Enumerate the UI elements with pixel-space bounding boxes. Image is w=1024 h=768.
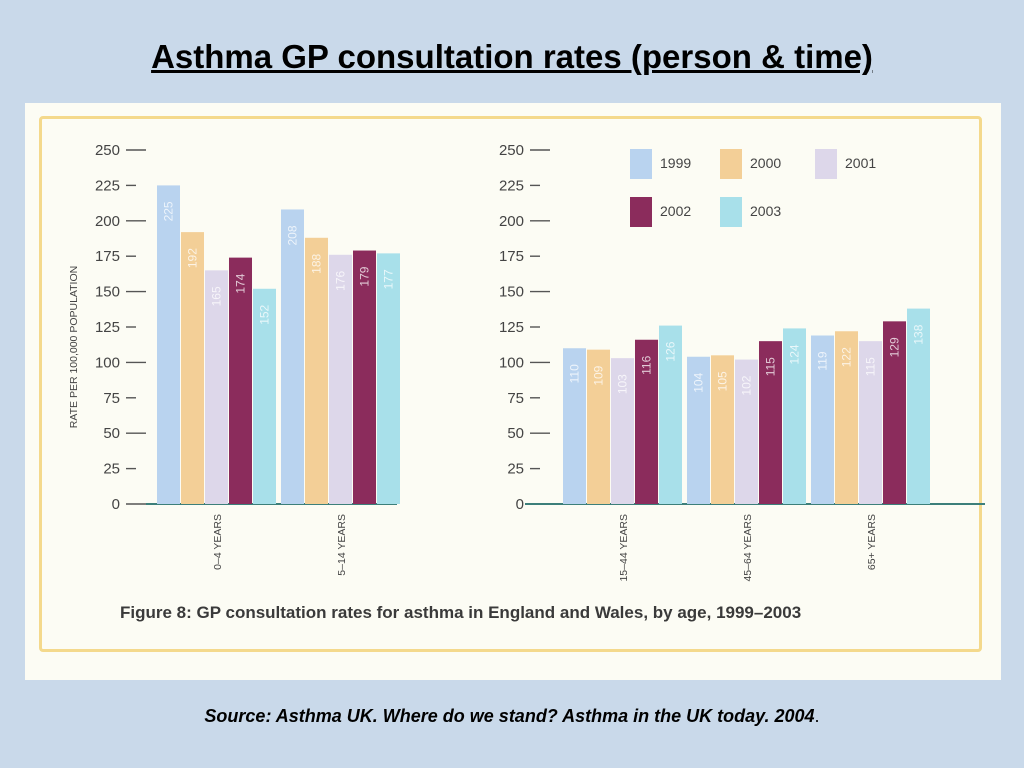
bar-1999 xyxy=(687,356,710,504)
bar-value-label: 138 xyxy=(912,324,926,344)
x-category-label: 5–14 YEARS xyxy=(336,514,348,576)
bar-value-label: 104 xyxy=(692,372,706,392)
bar-2003 xyxy=(907,308,930,504)
bar-2002 xyxy=(759,341,782,504)
y-tick-label: 100 xyxy=(499,354,524,371)
y-tick-label: 175 xyxy=(499,248,524,265)
y-tick-label: 150 xyxy=(95,284,120,301)
y-tick-label: 200 xyxy=(499,213,524,230)
x-category-label: 15–44 YEARS xyxy=(618,514,630,582)
y-tick-label: 175 xyxy=(95,248,120,265)
y-tick-label: 125 xyxy=(499,319,524,336)
bar-value-label: 119 xyxy=(816,351,830,370)
bar-value-label: 109 xyxy=(592,365,606,385)
bar-1999 xyxy=(811,335,834,504)
legend-swatch-2000 xyxy=(720,149,742,179)
legend-label: 2001 xyxy=(845,155,876,171)
bar-2002 xyxy=(353,250,376,504)
legend-label: 2003 xyxy=(750,203,781,219)
y-tick-label: 50 xyxy=(103,425,120,442)
source-period: . xyxy=(814,706,820,726)
bar-2000 xyxy=(835,331,858,504)
y-tick-label: 50 xyxy=(507,425,524,442)
bar-1999 xyxy=(281,209,304,505)
bar-value-label: 208 xyxy=(286,225,300,245)
legend-swatch-1999 xyxy=(630,149,652,179)
bar-value-label: 105 xyxy=(716,371,730,391)
y-tick-label: 25 xyxy=(507,461,524,478)
bar-2001 xyxy=(205,270,228,504)
bar-2003 xyxy=(783,328,806,504)
y-tick-label: 100 xyxy=(95,354,120,371)
bar-value-label: 225 xyxy=(162,201,176,221)
bar-2001 xyxy=(329,254,352,504)
y-tick-label: 225 xyxy=(499,177,524,194)
bar-2000 xyxy=(305,237,328,505)
bar-value-label: 177 xyxy=(382,269,396,289)
figure-panel: 0 25 50 75 100 125 150 175 200 225 250 RATE PER 100… xyxy=(25,103,1001,680)
x-category-label: 45–64 YEARS xyxy=(742,514,754,582)
bar-value-label: 110 xyxy=(568,364,582,383)
x-category-label: 0–4 YEARS xyxy=(212,514,224,570)
bar-value-label: 129 xyxy=(888,337,902,357)
bar-value-label: 174 xyxy=(234,273,248,293)
y-tick-label: 225 xyxy=(95,177,120,194)
source-citation: Source: Asthma UK. Where do we stand? As… xyxy=(0,706,1024,727)
bar-value-label: 115 xyxy=(864,357,878,376)
y-tick-label: 0 xyxy=(112,496,120,513)
legend-swatch-2003 xyxy=(720,197,742,227)
legend-label: 1999 xyxy=(660,155,691,171)
legend-label: 2002 xyxy=(660,203,691,219)
bar-1999 xyxy=(563,348,586,504)
bar-2000 xyxy=(181,232,204,505)
bar-value-label: 192 xyxy=(186,248,200,268)
y-tick-label: 0 xyxy=(516,496,524,513)
bar-value-label: 116 xyxy=(640,355,654,374)
bar-value-label: 124 xyxy=(788,344,802,364)
y-tick-label: 250 xyxy=(95,142,120,159)
bar-2000 xyxy=(711,355,734,504)
legend-swatch-2002 xyxy=(630,197,652,227)
bar-value-label: 176 xyxy=(334,270,348,290)
slide-title: Asthma GP consultation rates (person & t… xyxy=(151,38,873,75)
bar-value-label: 152 xyxy=(258,304,272,324)
bar-value-label: 188 xyxy=(310,253,324,273)
source-text: Source: Asthma UK. Where do we stand? As… xyxy=(204,706,815,726)
bar-1999 xyxy=(157,185,180,504)
y-tick-label: 150 xyxy=(499,284,524,301)
bar-2001 xyxy=(859,341,882,504)
bar-value-label: 165 xyxy=(210,286,224,306)
bar-2000 xyxy=(587,349,610,504)
legend-label: 2000 xyxy=(750,155,781,171)
y-tick-label: 200 xyxy=(95,213,120,230)
x-category-label: 65+ YEARS xyxy=(866,514,878,570)
bar-2001 xyxy=(611,358,634,504)
bar-value-label: 103 xyxy=(616,374,630,394)
bar-value-label: 126 xyxy=(664,341,678,361)
bar-value-label: 122 xyxy=(840,347,854,367)
bar-2002 xyxy=(883,321,906,504)
y-tick-label: 25 xyxy=(103,461,120,478)
y-tick-label: 125 xyxy=(95,319,120,336)
bar-value-label: 115 xyxy=(764,357,778,376)
bar-value-label: 102 xyxy=(740,375,754,395)
bar-2003 xyxy=(253,288,276,504)
y-tick-label: 75 xyxy=(507,390,524,407)
y-tick-label: 250 xyxy=(499,142,524,159)
bar-2002 xyxy=(229,257,252,504)
bar-2003 xyxy=(377,253,400,504)
bar-2003 xyxy=(659,325,682,504)
bar-value-label: 179 xyxy=(358,266,372,286)
y-axis-title: RATE PER 100,000 POPULATION xyxy=(68,266,80,428)
figure-caption: Figure 8: GP consultation rates for asth… xyxy=(120,603,802,622)
figure-frame xyxy=(39,116,982,652)
legend-swatch-2001 xyxy=(815,149,837,179)
bar-2002 xyxy=(635,339,658,504)
bar-2001 xyxy=(735,359,758,504)
y-tick-label: 75 xyxy=(103,390,120,407)
